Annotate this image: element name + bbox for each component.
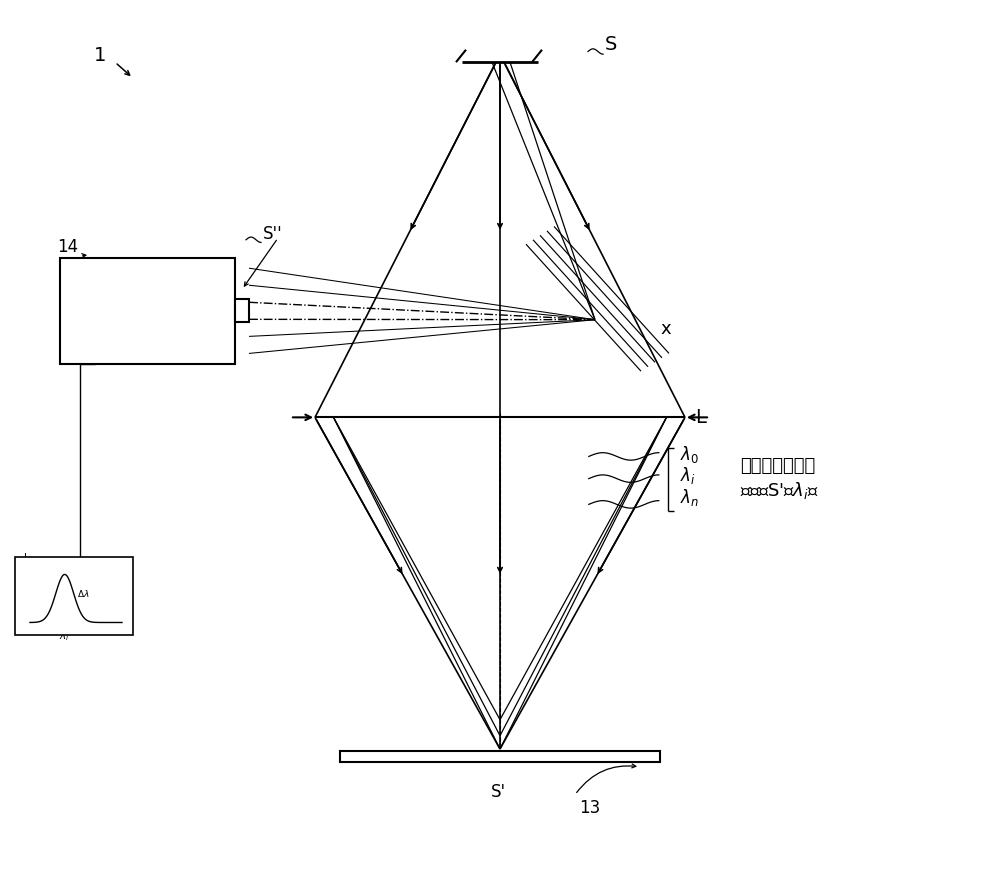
- Text: $\lambda_n$: $\lambda_n$: [680, 487, 699, 508]
- Text: S': S': [490, 783, 506, 801]
- Text: S: S: [605, 35, 617, 54]
- Bar: [235, 299, 249, 322]
- Text: I: I: [24, 553, 27, 563]
- Text: L: L: [695, 408, 706, 427]
- Bar: [15, 557, 133, 635]
- Text: x: x: [660, 320, 671, 337]
- Text: 13: 13: [579, 799, 601, 817]
- Text: 14: 14: [57, 238, 79, 256]
- Text: S'': S'': [263, 226, 283, 243]
- Bar: [340, 751, 660, 762]
- Text: $\lambda_0$: $\lambda_0$: [680, 444, 699, 465]
- Text: 连续的单色成像: 连续的单色成像: [740, 457, 815, 475]
- Text: $\lambda_i$: $\lambda_i$: [59, 629, 70, 643]
- Text: 1: 1: [94, 45, 106, 65]
- Text: $\lambda_i$: $\lambda_i$: [680, 465, 696, 487]
- Bar: [60, 258, 235, 364]
- Text: 聚焦点S'（$\lambda_i$）: 聚焦点S'（$\lambda_i$）: [740, 480, 819, 501]
- Text: $\Delta\lambda$: $\Delta\lambda$: [77, 588, 89, 599]
